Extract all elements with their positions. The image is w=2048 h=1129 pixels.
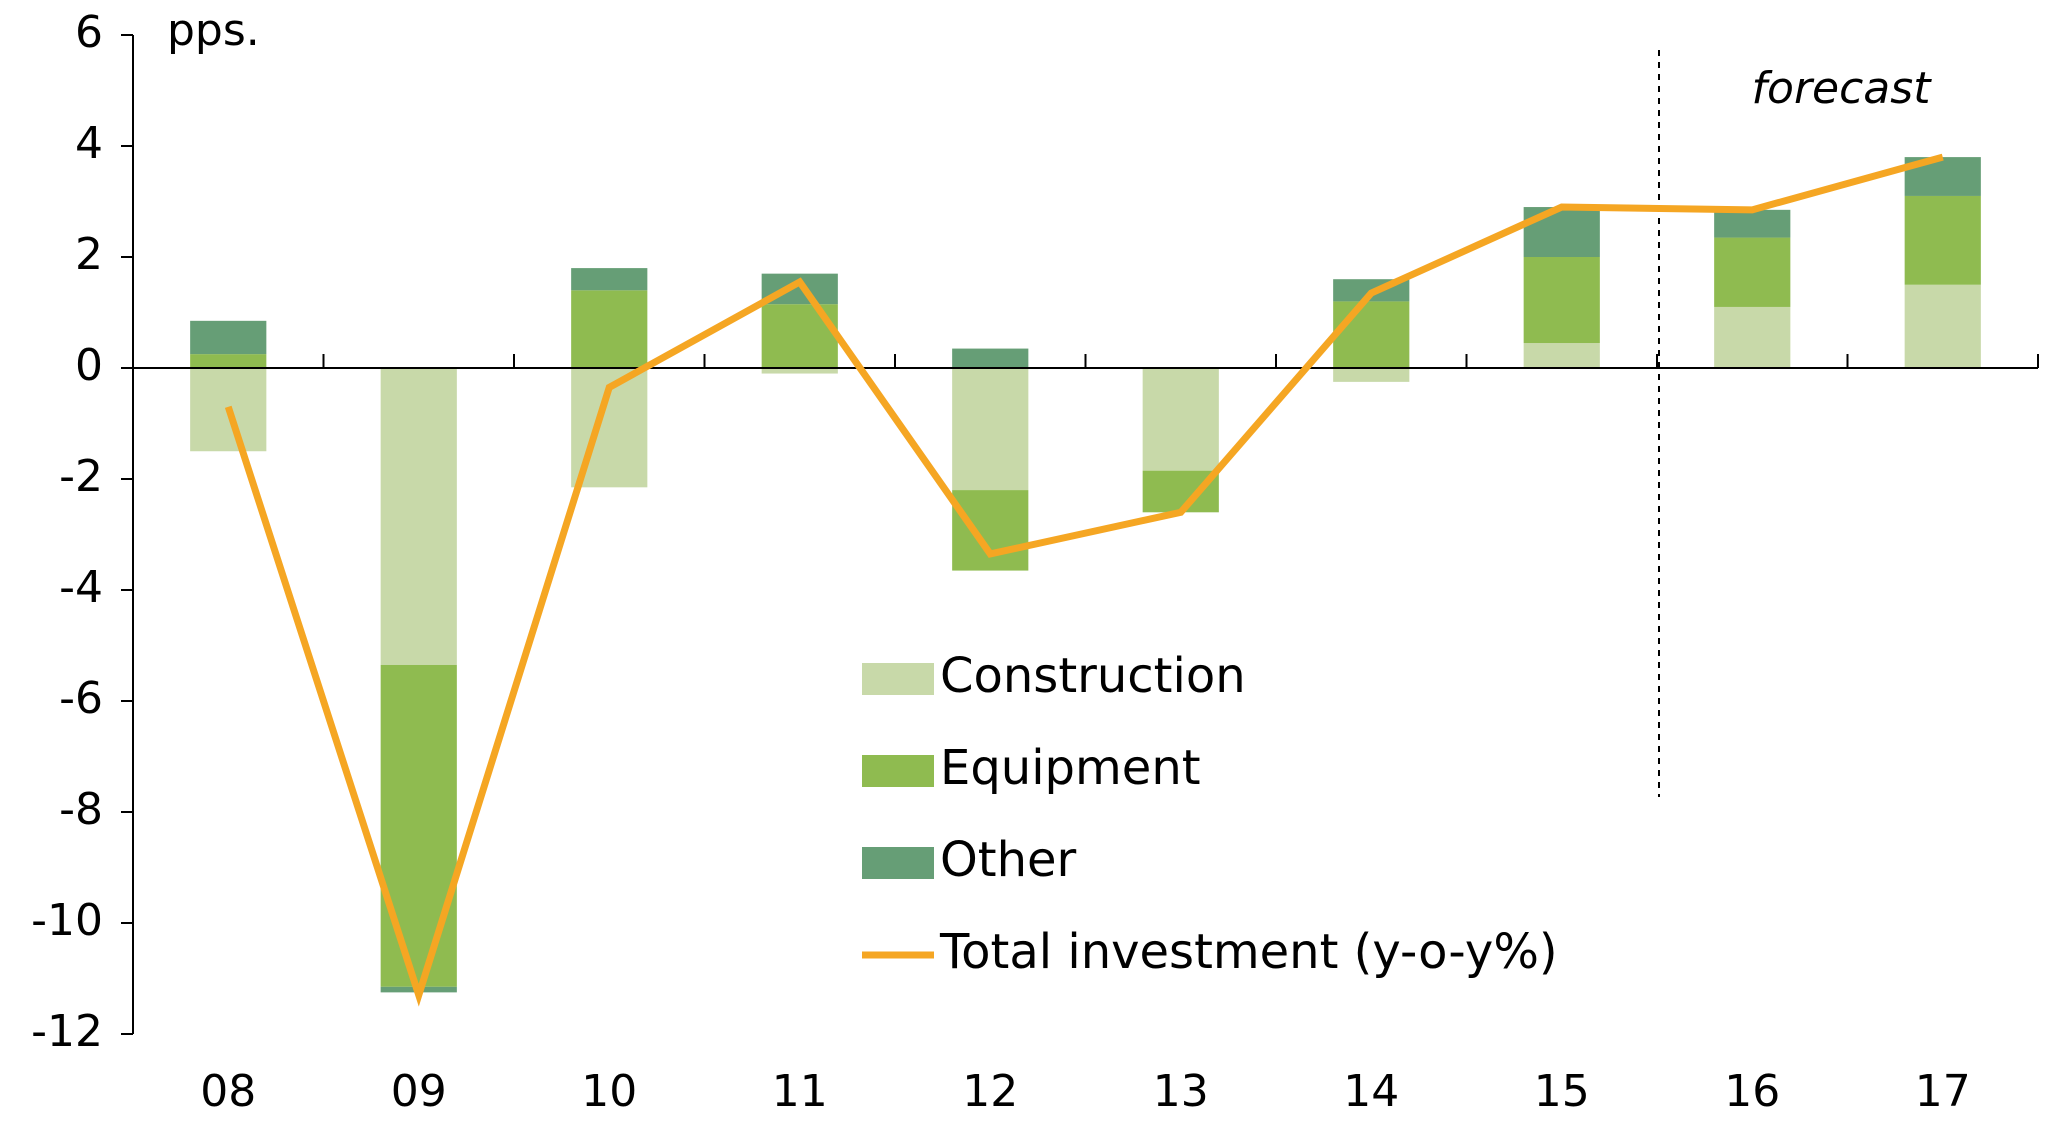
bar-segment xyxy=(571,268,648,291)
x-tick-label: 14 xyxy=(1343,1066,1399,1117)
legend-label: Equipment xyxy=(940,740,1201,796)
x-tick-label: 10 xyxy=(581,1066,637,1117)
y-axis-unit: pps. xyxy=(167,5,260,56)
legend-label: Total investment (y-o-y%) xyxy=(939,924,1558,980)
bar-segment xyxy=(1142,368,1219,471)
bar-segment xyxy=(761,368,838,374)
y-tick-label: -10 xyxy=(31,895,103,946)
y-tick-label: -2 xyxy=(59,451,103,502)
forecast-label: forecast xyxy=(1752,63,1933,114)
bar-segment xyxy=(380,664,457,987)
legend-swatch xyxy=(862,663,934,695)
y-tick-label: -8 xyxy=(59,784,103,835)
bar-segment xyxy=(1333,301,1410,368)
bar-segment xyxy=(952,368,1029,491)
bar-segment xyxy=(1904,284,1981,368)
bar-segment xyxy=(1333,368,1410,382)
y-tick-label: 4 xyxy=(75,118,103,169)
y-tick-label: -4 xyxy=(59,562,103,613)
x-tick-label: 17 xyxy=(1915,1066,1971,1117)
bar-segment xyxy=(1714,237,1791,307)
bar-segment xyxy=(1714,306,1791,368)
line xyxy=(224,153,1944,1007)
bar-segment xyxy=(380,368,457,665)
x-tick-label: 08 xyxy=(200,1066,256,1117)
bar-segment xyxy=(1523,257,1600,344)
bar-segment xyxy=(1523,343,1600,368)
bar-segment xyxy=(1142,470,1219,513)
bar-segment xyxy=(571,290,648,368)
y-tick-label: 0 xyxy=(75,340,103,391)
x-tick-label: 16 xyxy=(1724,1066,1780,1117)
legend-label: Construction xyxy=(940,648,1246,704)
y-tick-label: -6 xyxy=(59,673,103,724)
y-tick-label: 2 xyxy=(75,229,103,280)
bar-segment xyxy=(1904,195,1981,285)
x-tick-label: 11 xyxy=(772,1066,828,1117)
bar-segment xyxy=(952,490,1029,571)
x-tick-label: 09 xyxy=(391,1066,447,1117)
legend-label: Other xyxy=(940,832,1077,888)
legend-swatch xyxy=(862,847,934,879)
y-tick-label: 6 xyxy=(75,7,103,58)
bar-segment xyxy=(1523,207,1600,257)
bar-segment xyxy=(190,320,267,355)
y-tick-label: -12 xyxy=(31,1006,103,1057)
bar-segment xyxy=(190,354,267,368)
x-tick-label: 15 xyxy=(1534,1066,1590,1117)
legend-swatch xyxy=(862,755,934,787)
bar-segment xyxy=(1714,209,1791,238)
x-tick-label: 13 xyxy=(1153,1066,1209,1117)
bar-segment xyxy=(761,304,838,368)
bar-segment xyxy=(952,348,1029,368)
x-tick-label: 12 xyxy=(962,1066,1018,1117)
